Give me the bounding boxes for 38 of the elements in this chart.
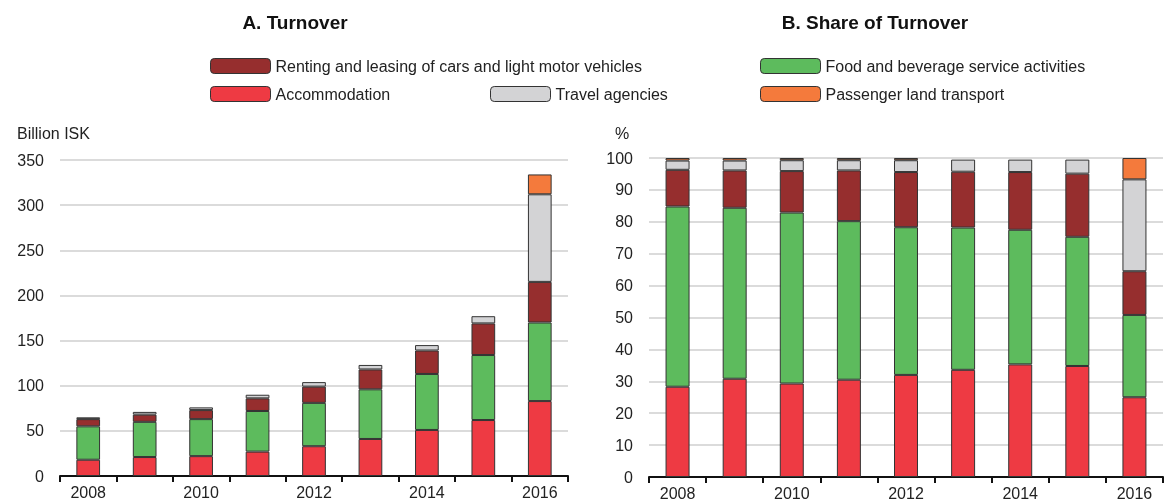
legend-label: Passenger land transport [825, 85, 1005, 103]
y-tick-label: 150 [17, 332, 45, 350]
legend-label: Accommodation [275, 85, 391, 103]
y-tick-label: 10 [615, 436, 634, 454]
y-tick-label: 350 [17, 151, 45, 169]
legend-label: Renting and leasing of cars and light motor vehicles [275, 57, 642, 75]
y-tick-label: 30 [615, 372, 634, 390]
x-tick-label: 2012 [296, 483, 332, 501]
y-tick-label: 200 [17, 286, 45, 304]
x-tick-label: 2016 [1116, 484, 1153, 502]
y-tick-label: 100 [606, 149, 634, 167]
x-tick-label: 2014 [409, 483, 445, 501]
y-tick-label: 50 [615, 309, 634, 326]
x-tick-label: 2010 [773, 484, 810, 502]
y-tick-label: 0 [624, 468, 634, 486]
legend-label: Food and beverage service activities [825, 57, 1086, 75]
x-tick-label: 2008 [659, 484, 696, 502]
y-axis-title: Billion ISK [17, 124, 91, 142]
legend-label: Travel agencies [555, 85, 668, 103]
chart-title: A. Turnover [242, 12, 349, 33]
y-tick-label: 250 [17, 241, 45, 259]
chart-title: B. Share of Turnover [781, 12, 969, 33]
y-tick-label: 90 [615, 181, 634, 199]
x-tick-label: 2012 [888, 484, 924, 502]
y-axis-title: % [615, 124, 630, 142]
y-tick-label: 50 [26, 422, 45, 440]
y-tick-label: 20 [615, 404, 634, 422]
y-tick-label: 300 [17, 196, 45, 214]
y-tick-label: 100 [17, 377, 45, 395]
y-tick-label: 0 [35, 467, 45, 485]
x-tick-label: 2008 [70, 483, 107, 501]
y-tick-label: 60 [615, 277, 634, 295]
y-tick-label: 80 [615, 213, 634, 231]
x-tick-label: 2010 [183, 483, 220, 501]
y-tick-label: 70 [615, 245, 634, 263]
y-tick-label: 40 [615, 340, 634, 358]
x-tick-label: 2016 [521, 483, 558, 501]
x-tick-label: 2014 [1002, 484, 1039, 502]
